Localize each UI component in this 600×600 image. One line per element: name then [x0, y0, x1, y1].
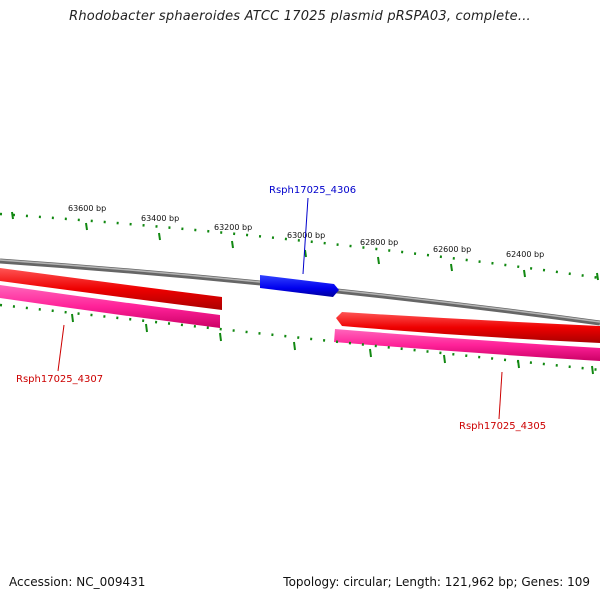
gene-label-rsph17025-4305[interactable]: Rsph17025_4305 — [459, 421, 546, 432]
scale-labels: 63600 bp 63400 bp 63200 bp 63000 bp 6280… — [68, 204, 544, 259]
scale-label: 62600 bp — [433, 245, 471, 254]
major-tick — [523, 269, 526, 278]
scale-label: 62400 bp — [506, 250, 544, 259]
gene-rsph17025-4306-arrow[interactable] — [260, 275, 339, 297]
scale-label: 63000 bp — [287, 231, 325, 240]
major-tick — [377, 256, 380, 265]
major-tick — [369, 348, 372, 358]
leader-line-4306 — [302, 197, 309, 275]
gene-label-rsph17025-4307[interactable]: Rsph17025_4307 — [16, 374, 103, 385]
major-tick — [596, 272, 599, 281]
gene-left-forward-bar[interactable] — [0, 268, 222, 310]
major-tick — [231, 240, 234, 249]
gene-right-forward-bar[interactable] — [336, 312, 600, 343]
inner-tick-row — [0, 303, 600, 375]
major-tick — [591, 365, 594, 375]
major-tick — [85, 222, 88, 231]
scale-label: 63600 bp — [68, 204, 106, 213]
outer-tick-row — [0, 211, 600, 281]
major-tick — [517, 359, 520, 369]
scale-label: 63200 bp — [214, 223, 252, 232]
summary-text: Topology: circular; Length: 121,962 bp; … — [283, 575, 590, 589]
major-tick — [71, 313, 74, 323]
major-tick — [450, 263, 453, 272]
scale-label: 62800 bp — [360, 238, 398, 247]
leader-line-4307 — [57, 324, 65, 372]
accession-text: Accession: NC_009431 — [9, 575, 146, 589]
major-tick — [304, 249, 307, 258]
gene-rsph17025-4305-bar[interactable] — [334, 329, 600, 361]
major-tick — [145, 323, 148, 333]
scale-label: 63400 bp — [141, 214, 179, 223]
major-tick — [443, 354, 446, 364]
leader-line-4305 — [498, 371, 503, 420]
map-title: Rhodobacter sphaeroides ATCC 17025 plasm… — [69, 9, 531, 24]
major-tick — [11, 211, 14, 220]
major-tick — [293, 341, 296, 351]
major-tick — [158, 232, 161, 241]
gene-label-rsph17025-4306[interactable]: Rsph17025_4306 — [269, 185, 356, 196]
gene-rsph17025-4307-bar[interactable] — [0, 285, 220, 328]
major-tick — [219, 332, 222, 342]
